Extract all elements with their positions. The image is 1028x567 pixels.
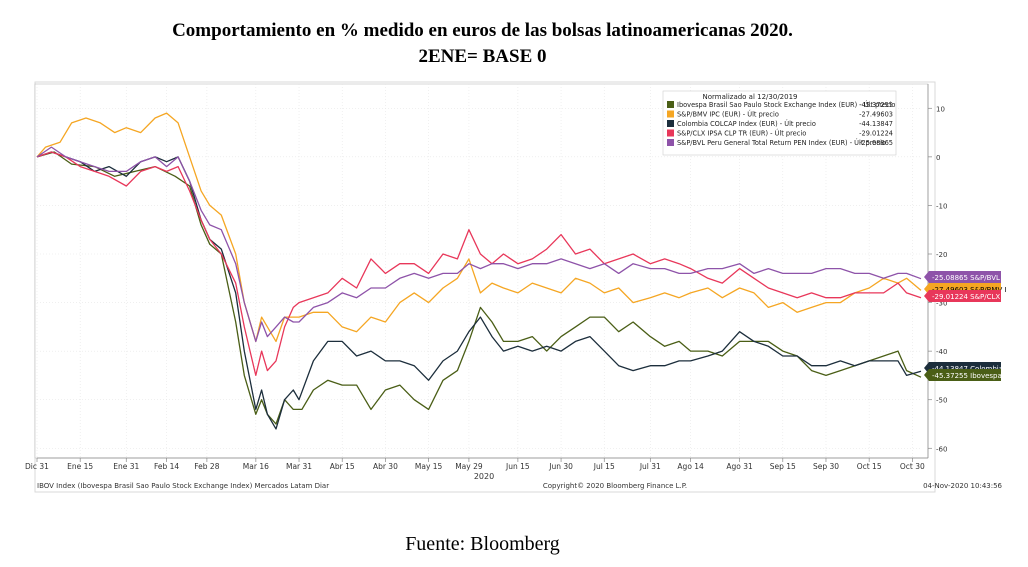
legend-value-0: -45.37255 bbox=[859, 101, 893, 109]
source-note: Fuente: Bloomberg bbox=[405, 533, 560, 555]
legend-swatch-0 bbox=[667, 101, 674, 108]
series-line-3 bbox=[36, 151, 922, 377]
end-labels: -25.08865 S&P/BVL P-27.49603 S&P/BMV I-2… bbox=[924, 271, 1007, 381]
grid bbox=[36, 84, 921, 458]
x-tick-label: Abr 30 bbox=[373, 462, 398, 471]
end-label-0: -45.37255 Ibovespa bbox=[932, 372, 1002, 380]
x-tick-label: Sep 30 bbox=[813, 462, 839, 471]
legend-label-2: Colombia COLCAP Index (EUR) - Últ precio bbox=[677, 119, 816, 128]
y-tick-label: -60 bbox=[936, 445, 947, 453]
x-tick-label: Ago 31 bbox=[726, 462, 753, 471]
x-tick-label: Ago 14 bbox=[677, 462, 704, 471]
legend-swatch-2 bbox=[667, 120, 674, 127]
x-tick-label: Oct 15 bbox=[857, 462, 882, 471]
legend-value-1: -27.49603 bbox=[859, 111, 893, 119]
y-tick-label: -50 bbox=[936, 397, 947, 405]
x-tick-label: Jun 30 bbox=[548, 462, 573, 471]
y-tick-label: -40 bbox=[936, 348, 947, 356]
series-line-0 bbox=[36, 151, 922, 425]
x-axis-year: 2020 bbox=[474, 472, 494, 481]
x-tick-label: Feb 14 bbox=[154, 462, 179, 471]
x-tick-label: Dic 31 bbox=[25, 462, 49, 471]
chart-subtitle: 2ENE= BASE 0 bbox=[418, 46, 547, 67]
x-tick-label: Mar 16 bbox=[243, 462, 269, 471]
legend-swatch-3 bbox=[667, 129, 674, 137]
legend-swatch-4 bbox=[667, 139, 674, 146]
footer-left: IBOV Index (Ibovespa Brasil Sao Paulo St… bbox=[37, 482, 329, 490]
end-label-4: -25.08865 S&P/BVL P bbox=[932, 274, 1006, 282]
x-tick-label: Sep 15 bbox=[770, 462, 796, 471]
legend-label-0: Ibovespa Brasil Sao Paulo Stock Exchange… bbox=[677, 100, 895, 109]
x-tick-label: Jul 15 bbox=[593, 462, 615, 471]
x-tick-label: May 15 bbox=[415, 462, 443, 471]
legend: Normalizado al 12/30/2019 Ibovespa Brasi… bbox=[662, 90, 897, 156]
y-tick-label: -10 bbox=[936, 202, 947, 210]
end-label-box-4 bbox=[929, 271, 1001, 283]
y-tick-label: 10 bbox=[936, 105, 945, 113]
legend-value-3: -29.01224 bbox=[859, 130, 893, 138]
end-label-box-0 bbox=[929, 369, 1001, 381]
series-line-1 bbox=[36, 112, 922, 343]
y-axis: 10 0 -10 -20 -30 -40 -50 -60 bbox=[927, 84, 947, 458]
x-tick-label: Jun 15 bbox=[505, 462, 530, 471]
x-axis: Dic 31 Ene 15 Ene 31 Feb 14 Feb 28 Mar 16 Mar … bbox=[25, 457, 928, 471]
end-label-pointer-0 bbox=[924, 369, 929, 381]
legend-swatch-1 bbox=[667, 110, 674, 118]
legend-value-4: -25.08865 bbox=[859, 139, 893, 147]
x-tick-label: Ene 15 bbox=[67, 462, 93, 471]
series-line-4 bbox=[36, 146, 922, 343]
chart-title: Comportamiento en % medido en euros de l… bbox=[172, 20, 793, 41]
x-tick-label: Abr 15 bbox=[330, 462, 355, 471]
series-lines bbox=[36, 112, 922, 430]
legend-header: Normalizado al 12/30/2019 bbox=[703, 93, 798, 101]
x-tick-label: Feb 28 bbox=[194, 462, 219, 471]
x-tick-label: Jul 31 bbox=[639, 462, 661, 471]
x-tick-label: May 29 bbox=[455, 462, 483, 471]
x-tick-label: Oct 30 bbox=[900, 462, 925, 471]
end-label-pointer-3 bbox=[924, 290, 929, 302]
end-label-pointer-4 bbox=[924, 271, 929, 283]
end-label-box-3 bbox=[929, 290, 1001, 302]
footer-right: 04-Nov-2020 10:43:56 bbox=[923, 482, 1002, 490]
y-tick-label: 0 bbox=[936, 154, 940, 162]
legend-label-3: S&P/CLX IPSA CLP TR (EUR) - Últ precio bbox=[677, 129, 806, 138]
footer-center: Copyright© 2020 Bloomberg Finance L.P. bbox=[543, 482, 687, 490]
x-tick-label: Ene 31 bbox=[113, 462, 139, 471]
legend-label-1: S&P/BMV IPC (EUR) - Últ precio bbox=[677, 110, 779, 119]
legend-box bbox=[662, 90, 897, 156]
y-tick-label: -30 bbox=[936, 300, 947, 308]
end-label-3: -29.01224 S&P/CLX I bbox=[932, 293, 1005, 301]
legend-value-2: -44.13847 bbox=[859, 120, 893, 128]
y-tick-label: -20 bbox=[936, 251, 947, 259]
legend-label-4: S&P/BVL Peru General Total Return PEN In… bbox=[677, 138, 886, 147]
x-tick-label: Mar 31 bbox=[286, 462, 312, 471]
